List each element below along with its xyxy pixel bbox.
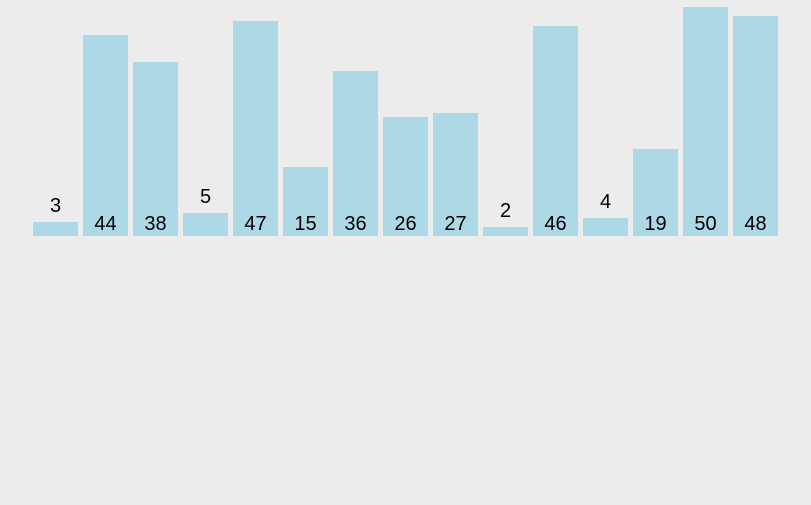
bar-value-label: 27: [444, 213, 467, 235]
bar: 26: [383, 117, 428, 236]
bar: 50: [683, 7, 728, 236]
bar-value-label: 38: [144, 213, 167, 235]
bar: 19: [633, 149, 678, 236]
bar: 38: [133, 62, 178, 236]
bar-value-label: 19: [644, 213, 667, 235]
bar-value-label: 3: [49, 195, 62, 218]
bar-value-label: 47: [244, 213, 267, 235]
bar-value-label: 44: [94, 213, 117, 235]
bar-value-label: 46: [544, 213, 567, 235]
bar-value-label: 4: [599, 190, 612, 213]
bar: 47: [233, 21, 278, 236]
bar: 15: [283, 167, 328, 236]
bar: 3: [33, 196, 78, 236]
bar-value-label: 36: [344, 213, 367, 235]
bar-chart: 3 44 38 5 47 15 36 26 27 2 46 4 19 50 48: [0, 0, 811, 236]
bar: 27: [433, 112, 478, 236]
bar: 44: [83, 34, 128, 236]
bar: 36: [333, 71, 378, 236]
bar-value-label: 26: [394, 213, 417, 235]
bar-value-label: 15: [294, 213, 317, 235]
bar-value-label: 5: [199, 186, 212, 209]
bar: 48: [733, 16, 778, 236]
bar-value-label: 50: [694, 213, 717, 235]
bar: 46: [533, 25, 578, 236]
bar: 5: [183, 187, 228, 236]
bar: 2: [483, 201, 528, 236]
bar-value-label: 48: [744, 213, 767, 235]
bar-value-label: 2: [499, 199, 512, 222]
bar: 4: [583, 192, 628, 236]
